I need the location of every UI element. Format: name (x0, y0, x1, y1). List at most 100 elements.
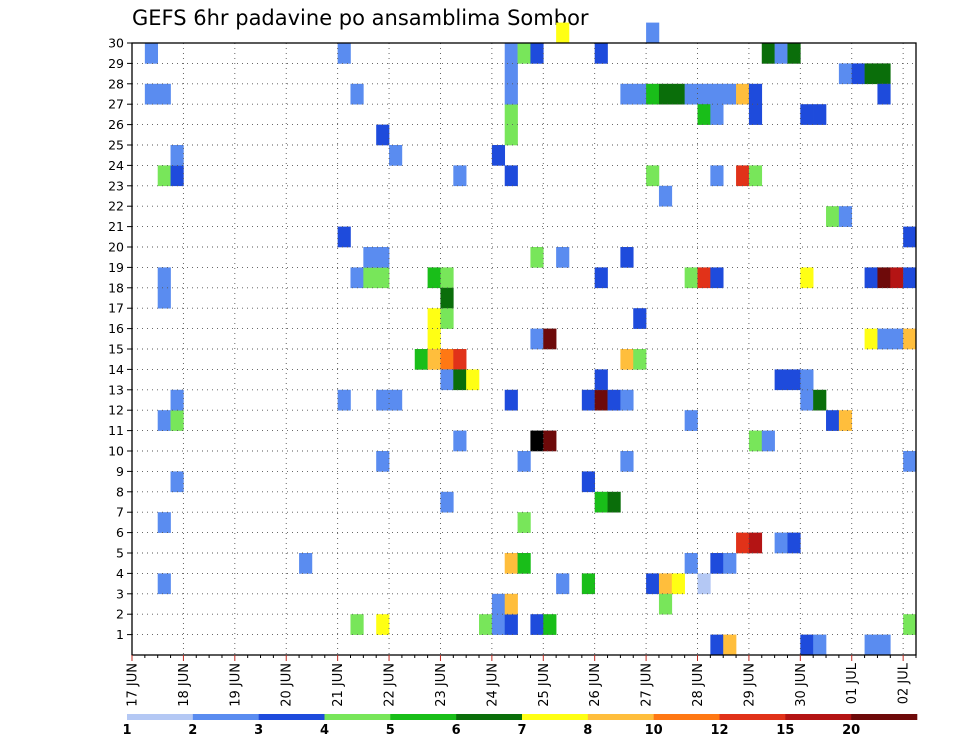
x-tick-label: 28 JUN (691, 663, 706, 707)
y-tick-label: 17 (108, 301, 124, 316)
heatmap-cell (504, 614, 518, 635)
heatmap-cell (903, 226, 917, 248)
heatmap-cell (761, 430, 775, 452)
colorbar-label: 20 (842, 723, 860, 738)
y-tick-label: 29 (108, 56, 124, 71)
heatmap-cell (453, 430, 467, 452)
heatmap-cell (530, 430, 544, 452)
heatmap-cell (543, 430, 557, 452)
heatmap-cell (800, 267, 814, 289)
heatmap-cell (157, 83, 171, 105)
y-tick-label: 22 (108, 199, 124, 214)
y-tick-label: 7 (116, 505, 124, 520)
heatmap-cell (787, 43, 801, 64)
heatmap-cell (170, 410, 184, 431)
heatmap-cell (144, 43, 159, 64)
heatmap-cell (736, 532, 750, 554)
y-tick-label: 24 (108, 158, 124, 173)
heatmap-cell (633, 83, 647, 105)
heatmap-cell (504, 389, 518, 411)
heatmap-cell (157, 165, 171, 187)
y-tick-label: 21 (108, 219, 124, 234)
heatmap-cell (671, 573, 685, 595)
colorbar-label: 10 (645, 723, 663, 738)
heatmap-cell (684, 553, 698, 574)
chart-title: GEFS 6hr padavine po ansamblima Sombor (132, 6, 589, 30)
heatmap-cell (748, 83, 763, 105)
y-tick-label: 19 (108, 260, 124, 275)
x-tick-label: 26 JUN (588, 663, 603, 707)
heatmap-cell (620, 247, 634, 268)
heatmap-cell (748, 165, 763, 187)
heatmap-cell (517, 451, 531, 472)
heatmap-cell (440, 287, 454, 309)
heatmap-cell (710, 634, 724, 656)
x-tick-label: 22 JUN (383, 663, 398, 707)
heatmap-cell (646, 83, 660, 105)
colorbar-swatch (127, 714, 194, 720)
heatmap-cell (838, 410, 853, 431)
colorbar-label: 6 (452, 723, 461, 738)
heatmap-cell (157, 410, 171, 431)
heatmap-cell (363, 267, 377, 289)
y-tick-label: 16 (108, 321, 124, 336)
heatmap-cell (453, 349, 467, 370)
heatmap-cell (748, 430, 763, 452)
colorbar-swatch (390, 714, 457, 720)
heatmap-cell (157, 573, 171, 595)
heatmap-cell (157, 512, 171, 533)
heatmap-cell (697, 573, 711, 595)
heatmap-cell (581, 573, 595, 595)
heatmap-cell (594, 389, 608, 411)
colorbar-swatch (324, 714, 391, 720)
heatmap-cell (736, 165, 750, 187)
colorbar-swatch (522, 714, 589, 720)
heatmap-cell (491, 145, 506, 166)
y-tick-label: 10 (108, 444, 124, 459)
colorbar-label: 3 (254, 723, 263, 738)
heatmap-cell (877, 63, 891, 85)
y-tick-label: 2 (116, 607, 124, 622)
colorbar-label: 15 (776, 723, 794, 738)
heatmap-cell (658, 593, 673, 615)
heatmap-cell (350, 614, 364, 635)
heatmap-cell (389, 145, 403, 166)
heatmap-cell (800, 634, 814, 656)
heatmap-cell (427, 308, 441, 329)
y-tick-label: 5 (116, 546, 124, 561)
heatmap-cell (440, 267, 454, 289)
heatmap-cell (658, 185, 673, 207)
heatmap-cell (633, 308, 647, 329)
y-tick-label: 11 (108, 423, 124, 438)
heatmap-cell (440, 491, 454, 513)
heatmap-cell (594, 43, 608, 64)
heatmap-cell (440, 349, 454, 370)
heatmap-cell (877, 267, 891, 289)
heatmap-cell (890, 267, 904, 289)
heatmap-cell (800, 369, 814, 391)
heatmap-cell (813, 634, 827, 656)
x-tick-label: 25 JUN (537, 663, 552, 707)
heatmap-cell (813, 104, 827, 125)
heatmap-cell (299, 553, 313, 574)
heatmap-cell (620, 349, 634, 370)
x-tick-label: 27 JUN (640, 663, 655, 707)
x-tick-label: 24 JUN (485, 663, 500, 707)
heatmap-cell (697, 104, 711, 125)
heatmap-cell (453, 165, 467, 187)
heatmap-cell (748, 532, 763, 554)
heatmap-cell (736, 83, 750, 105)
x-tick-label: 19 JUN (228, 663, 243, 707)
heatmap-cell (710, 83, 724, 105)
heatmap-cell (350, 267, 364, 289)
x-tick-label: 29 JUN (742, 663, 757, 707)
heatmap-cell (787, 369, 801, 391)
x-tick-label: 20 JUN (280, 663, 295, 707)
heatmap-cell (530, 43, 544, 64)
heatmap-cell (376, 451, 390, 472)
y-tick-label: 8 (116, 484, 124, 499)
heatmap-cell (748, 104, 763, 125)
heatmap-cell (491, 614, 506, 635)
heatmap-cell (157, 267, 171, 289)
heatmap-cell (376, 124, 390, 146)
